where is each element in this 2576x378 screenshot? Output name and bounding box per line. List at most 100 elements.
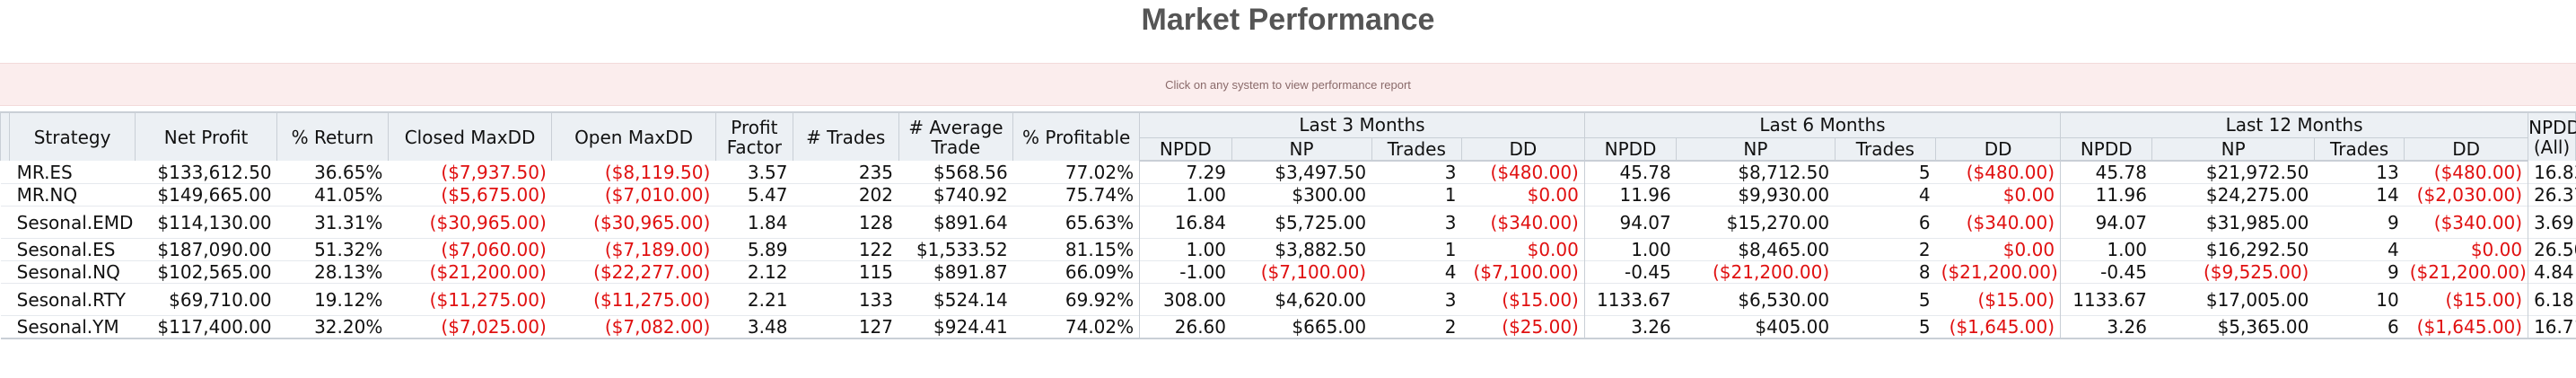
cell-m3-dd: ($25.00) xyxy=(1502,316,1579,338)
cell-npdd-all: 4.84 xyxy=(2528,260,2576,284)
header-m6-dd: DD xyxy=(1935,136,2062,162)
cell-m3-dd: $0.00 xyxy=(1527,184,1579,206)
table-row[interactable]: Sesonal.RTY $69,710.00 19.12% ($11,275.00) (… xyxy=(0,283,2576,316)
cell-m12-trades: 10 xyxy=(2376,288,2399,311)
cell-pct-return: 28.13% xyxy=(314,261,383,283)
cell-closed-maxdd: ($7,937.50) xyxy=(441,161,547,183)
cell-m6-np: $405.00 xyxy=(1755,316,1830,338)
cell-npdd-all: 6.18 xyxy=(2528,283,2576,316)
cell-trades: 115 xyxy=(858,261,894,283)
cell-trades: 133 xyxy=(858,288,894,311)
cell-m12-trades: 6 xyxy=(2387,316,2399,338)
cell-m6-np: $6,530.00 xyxy=(1738,288,1830,311)
cell-net-profit: $102,565.00 xyxy=(157,261,272,283)
cell-profit-factor: 3.57 xyxy=(747,161,788,183)
header-npdd-all: NPDD (All) xyxy=(2528,111,2576,161)
cell-m6-npdd: -0.45 xyxy=(1583,260,1677,284)
cell-m12-trades: 13 xyxy=(2376,162,2399,183)
header-m3-dd: DD xyxy=(1460,136,1585,162)
table-body: MR.ES $133,612.50 36.65% ($7,937.50) ($8,119… xyxy=(0,161,2576,338)
row-spacer xyxy=(1,261,10,284)
table-row[interactable]: MR.NQ $149,665.00 41.05% ($5,675.00) ($7,010… xyxy=(0,183,2576,207)
table-row[interactable]: Sesonal.YM $117,400.00 32.20% ($7,025.00) ($… xyxy=(0,315,2576,338)
header-group-6-months: Last 6 Months xyxy=(1583,111,2062,138)
cell-m3-trades: 1 xyxy=(1444,239,1457,260)
cell-strategy[interactable]: Sesonal.RTY xyxy=(16,288,127,311)
cell-trades: 127 xyxy=(858,316,894,338)
cell-m12-dd: ($340.00) xyxy=(2433,211,2523,233)
cell-strategy[interactable]: Sesonal.EMD xyxy=(16,211,134,233)
row-spacer xyxy=(1,284,10,316)
cell-pct-return: 36.65% xyxy=(314,161,383,183)
cell-m6-trades: 4 xyxy=(1918,184,1931,206)
cell-m6-trades: 2 xyxy=(1918,239,1931,260)
cell-trades: 235 xyxy=(858,161,894,183)
cell-pct-return: 32.20% xyxy=(314,316,383,338)
row-spacer xyxy=(1,184,10,207)
cell-closed-maxdd: ($21,200.00) xyxy=(429,261,547,283)
cell-m12-np: $24,275.00 xyxy=(2205,184,2309,206)
cell-pct-profitable: 75.74% xyxy=(1065,184,1135,206)
table-row[interactable]: MR.ES $133,612.50 36.65% ($7,937.50) ($8,119… xyxy=(0,161,2576,184)
cell-npdd-all: 3.69 xyxy=(2528,206,2576,239)
cell-open-maxdd: ($30,965.00) xyxy=(593,211,711,233)
cell-open-maxdd: ($11,275.00) xyxy=(593,288,711,311)
cell-closed-maxdd: ($7,060.00) xyxy=(441,239,547,260)
cell-strategy[interactable]: MR.ES xyxy=(16,161,73,183)
cell-strategy[interactable]: Sesonal.YM xyxy=(16,316,119,338)
header-m12-trades: Trades xyxy=(2313,136,2405,162)
header-m3-np: NP xyxy=(1231,136,1372,162)
cell-trades: 202 xyxy=(858,184,894,206)
cell-m12-np: $21,972.50 xyxy=(2205,162,2309,183)
header-strategy: Strategy xyxy=(9,111,136,161)
cell-open-maxdd: ($7,010.00) xyxy=(604,184,711,206)
table-row[interactable]: Sesonal.NQ $102,565.00 28.13% ($21,200.00) (… xyxy=(0,260,2576,284)
cell-strategy[interactable]: MR.NQ xyxy=(16,184,78,206)
cell-m3-np: $3,497.50 xyxy=(1275,162,1367,183)
cell-m6-np: ($21,200.00) xyxy=(1713,261,1830,283)
cell-m12-npdd: 1.00 xyxy=(2060,238,2152,261)
header-m3-npdd: NPDD xyxy=(1139,136,1232,162)
table-row[interactable]: Sesonal.EMD $114,130.00 31.31% ($30,965.00)… xyxy=(0,206,2576,239)
cell-m3-np: $3,882.50 xyxy=(1275,239,1367,260)
cell-m3-npdd: 1.00 xyxy=(1139,183,1232,207)
cell-net-profit: $133,612.50 xyxy=(157,161,272,183)
cell-pct-profitable: 77.02% xyxy=(1065,161,1135,183)
cell-m12-trades: 9 xyxy=(2387,261,2399,283)
cell-m3-np: $300.00 xyxy=(1292,184,1367,206)
cell-m6-dd: ($480.00) xyxy=(1966,162,2055,183)
cell-m12-npdd: 1133.67 xyxy=(2060,283,2152,316)
cell-m3-trades: 3 xyxy=(1444,211,1457,233)
table-row[interactable]: Sesonal.ES $187,090.00 51.32% ($7,060.00) ($… xyxy=(0,238,2576,261)
header-m12-npdd: NPDD xyxy=(2060,136,2153,162)
banner-text: Click on any system to view performance … xyxy=(1165,77,1411,92)
cell-closed-maxdd: ($11,275.00) xyxy=(429,288,547,311)
cell-m6-np: $8,465.00 xyxy=(1738,239,1830,260)
row-spacer xyxy=(1,207,10,239)
header-m12-dd: DD xyxy=(2404,136,2529,162)
info-banner: Click on any system to view performance … xyxy=(0,63,2576,106)
cell-avg-trade: $924.41 xyxy=(933,316,1008,338)
cell-npdd-all: 16.71 xyxy=(2528,315,2576,338)
cell-m12-npdd: -0.45 xyxy=(2060,260,2152,284)
cell-m6-npdd: 3.26 xyxy=(1583,315,1677,338)
cell-m3-trades: 4 xyxy=(1444,261,1457,283)
cell-m3-dd: $0.00 xyxy=(1527,239,1579,260)
cell-m12-np: ($9,525.00) xyxy=(2203,261,2309,283)
cell-m3-dd: ($340.00) xyxy=(1490,211,1579,233)
cell-m3-np: $4,620.00 xyxy=(1275,288,1367,311)
cell-strategy[interactable]: Sesonal.ES xyxy=(16,239,116,260)
cell-open-maxdd: ($22,277.00) xyxy=(593,261,711,283)
cell-m3-npdd: 308.00 xyxy=(1139,283,1232,316)
cell-strategy[interactable]: Sesonal.NQ xyxy=(16,261,120,283)
cell-m6-trades: 6 xyxy=(1918,211,1931,233)
cell-m3-trades: 3 xyxy=(1444,288,1457,311)
cell-m6-trades: 5 xyxy=(1918,288,1931,311)
cell-m6-np: $15,270.00 xyxy=(1726,211,1830,233)
header-m6-np: NP xyxy=(1676,136,1836,162)
cell-m3-trades: 2 xyxy=(1444,316,1457,338)
cell-profit-factor: 5.47 xyxy=(747,184,788,206)
cell-avg-trade: $740.92 xyxy=(933,184,1008,206)
cell-m3-npdd: 1.00 xyxy=(1139,238,1232,261)
cell-pct-profitable: 69.92% xyxy=(1065,288,1135,311)
